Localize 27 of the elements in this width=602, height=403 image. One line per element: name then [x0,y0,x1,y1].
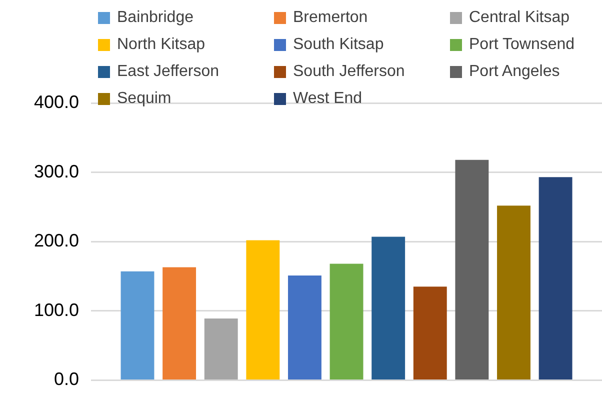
bar [538,177,572,380]
legend-label: East Jefferson [117,62,219,80]
bar [330,264,364,380]
bar [455,160,489,380]
legend-label: Bainbridge [117,8,194,26]
y-tick-label: 400.0 [34,92,80,112]
bar [246,240,280,380]
legend-label: South Jefferson [293,62,405,80]
legend-label: Bremerton [293,8,368,26]
legend-label: West End [293,90,362,108]
bar [120,271,154,380]
bar [288,276,322,380]
bar [162,267,196,380]
legend-label: Central Kitsap [469,8,570,26]
bar [204,318,238,380]
y-tick-label: 100.0 [34,300,80,320]
bar [413,286,447,380]
y-tick-label: 0.0 [54,369,80,390]
legend-label: Port Angeles [469,62,560,80]
legend-label: North Kitsap [117,36,206,54]
bar [497,206,530,380]
legend-label: Port Townsend [469,36,575,54]
bar [372,236,406,380]
y-tick-label: 200.0 [34,230,80,251]
legend-label: South Kitsap [293,36,384,54]
legend-label: Sequim [117,90,172,108]
y-tick-label: 300.0 [34,161,80,182]
